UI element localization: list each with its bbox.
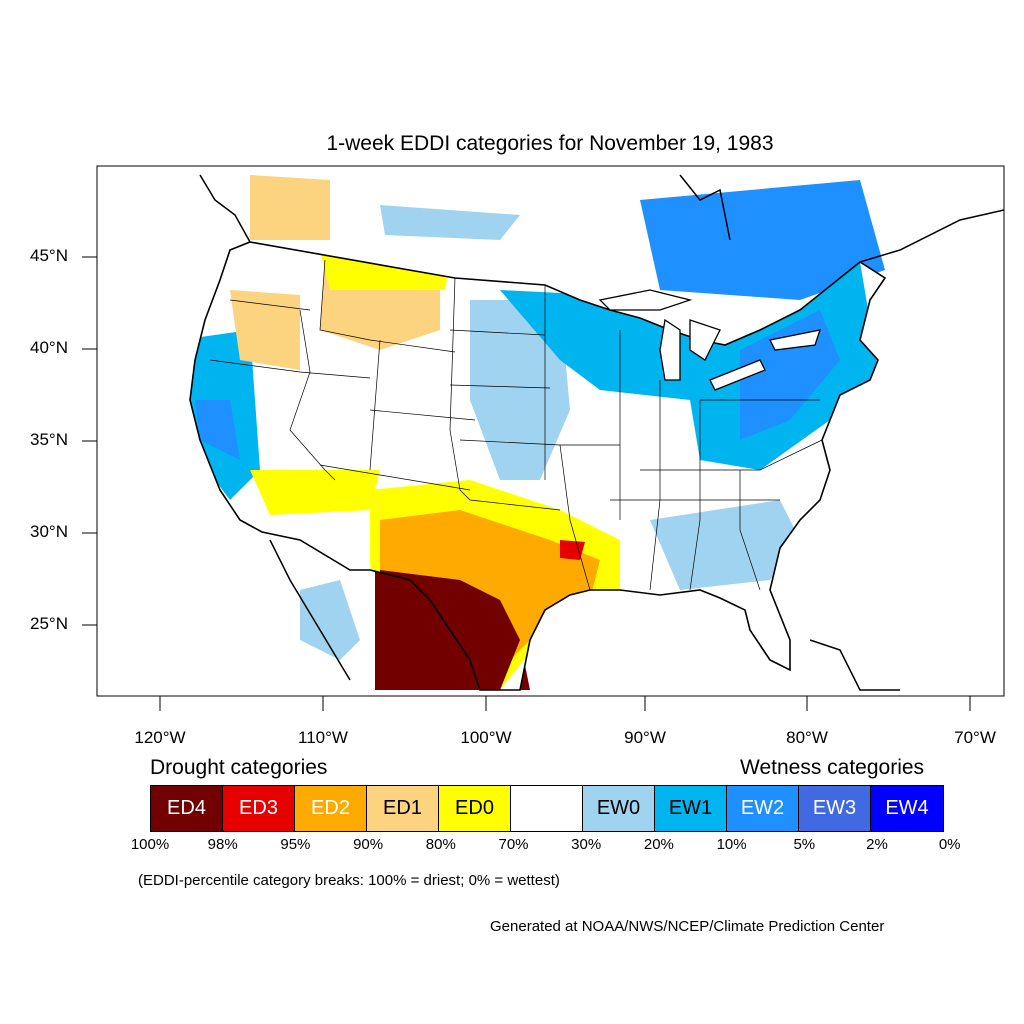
percent-break-label: 20% <box>643 836 674 853</box>
percent-break-label: 10% <box>716 836 747 853</box>
wet-southeast-region <box>650 500 800 590</box>
legend-box-ed4: ED4 <box>151 786 223 831</box>
legend-box-ed3: ED3 <box>223 786 295 831</box>
state-boundaries <box>209 259 823 591</box>
neighbor-coastlines <box>199 174 1004 691</box>
percent-break-label: 80% <box>425 836 456 853</box>
lat-label-25: 25°N <box>30 614 68 633</box>
lat-label-30: 30°N <box>30 522 68 541</box>
legend-box-ew1: EW1 <box>655 786 727 831</box>
percent-break-label: 0% <box>938 836 961 853</box>
lon-label-100: 100°W <box>460 728 512 747</box>
legend-box-ew2: EW2 <box>727 786 799 831</box>
drought-categories-header: Drought categories <box>150 756 328 779</box>
legend-box-ed0: ED0 <box>439 786 511 831</box>
wetness-categories-header: Wetness categories <box>740 756 925 779</box>
percent-break-label: 2% <box>866 836 888 853</box>
legend-box-ed2: ED2 <box>295 786 367 831</box>
drought-bc-region <box>250 175 330 240</box>
legend-box-ew4: EW4 <box>871 786 943 831</box>
lat-label-40: 40°N <box>30 338 68 357</box>
legend-box-ew0: EW0 <box>583 786 655 831</box>
lon-label-70: 70°W <box>954 728 996 747</box>
drought-oregon-region <box>230 290 300 370</box>
legend-box-ew3: EW3 <box>799 786 871 831</box>
credit-text: Generated at NOAA/NWS/NCEP/Climate Predi… <box>490 918 885 935</box>
lon-label-90: 90°W <box>624 728 666 747</box>
percent-break-label: 70% <box>498 836 529 853</box>
wet-canada-region <box>640 180 885 300</box>
great-lakes <box>598 289 821 391</box>
lon-label-110: 110°W <box>298 728 348 747</box>
lat-label-45: 45°N <box>30 246 68 265</box>
percent-break-label: 98% <box>207 836 238 853</box>
percent-break-label: 100% <box>130 836 170 853</box>
axis-ticks <box>82 256 971 711</box>
legend-box-ed1: ED1 <box>367 786 439 831</box>
ed0-arizona-region <box>250 470 380 515</box>
lat-label-35: 35°N <box>30 430 68 449</box>
percent-break-label: 90% <box>353 836 384 853</box>
percent-break-label: 95% <box>280 836 311 853</box>
percent-break-label: 5% <box>793 836 816 853</box>
us-coastline <box>189 241 887 691</box>
percent-break-label: 30% <box>571 836 602 853</box>
legend-box-neutral <box>511 786 583 831</box>
category-legend: ED4 ED3 ED2 ED1 ED0 EW0 EW1 EW2 EW3 EW4 <box>150 785 944 832</box>
wet-canada-west-region <box>380 205 520 240</box>
ed3-texas-spot <box>560 540 585 560</box>
wet-baja-region <box>300 580 360 660</box>
lon-label-80: 80°W <box>786 728 828 747</box>
category-note: (EDDI-percentile category breaks: 100% =… <box>138 872 560 889</box>
lon-label-120: 120°W <box>134 728 186 747</box>
wet-california-core <box>195 400 240 460</box>
map-title: 1-week EDDI categories for November 19, … <box>326 132 774 155</box>
